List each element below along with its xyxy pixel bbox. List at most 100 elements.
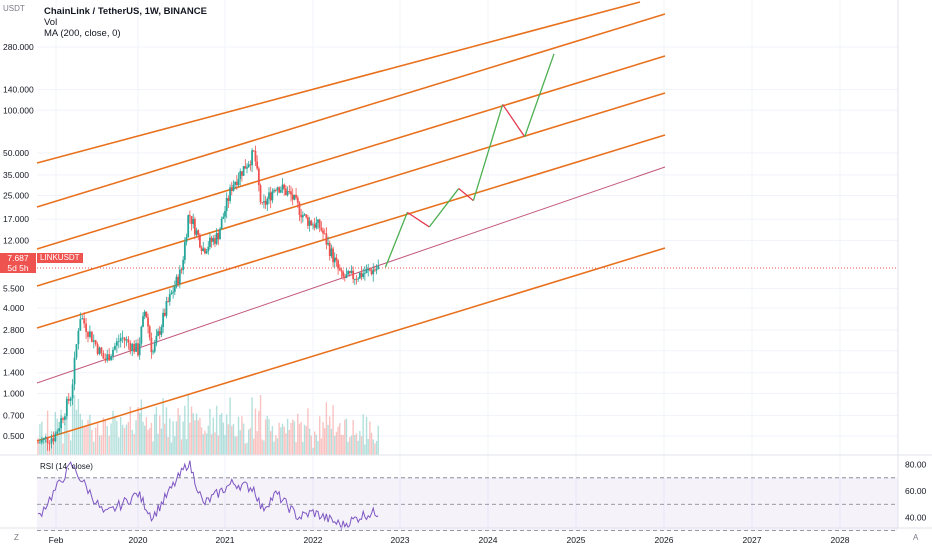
candle-body (222, 216, 225, 219)
volume-bar (273, 441, 275, 455)
volume-bar (372, 439, 374, 455)
candle-body (276, 187, 279, 191)
volume-bar (182, 421, 184, 455)
candle-body (278, 187, 281, 193)
median-line (36, 166, 666, 384)
auto-scale-toggle[interactable]: A (913, 533, 919, 542)
grid-lines (37, 0, 898, 550)
candle-body (108, 354, 111, 361)
time-tick-label: 2027 (743, 535, 762, 545)
volume-bar (175, 421, 178, 455)
candle-body (355, 278, 358, 280)
candle-body (155, 335, 158, 344)
volume-bar (189, 422, 191, 455)
volume-bar (69, 440, 72, 455)
candle-body (219, 229, 221, 240)
time-axis[interactable]: Feb 2020 2021 2022 2023 2024 2025 2026 2027 2028 (0, 527, 932, 545)
price-tick-label: 2.000 (3, 346, 25, 356)
volume-bar (234, 436, 236, 455)
rsi-tick-label: 60.00 (905, 486, 927, 496)
volume-bar (194, 420, 196, 455)
volume-bar (52, 437, 55, 455)
candle-body (81, 318, 84, 320)
candle-body (173, 286, 176, 292)
projection-segment (502, 104, 526, 138)
candle-body (268, 192, 270, 199)
volume-bar (140, 399, 143, 455)
volume-bar (347, 441, 349, 455)
volume-bar (340, 434, 343, 455)
rsi-label[interactable]: RSI (14, close) (40, 462, 93, 471)
candle-body (180, 269, 183, 271)
candle-body (257, 168, 260, 186)
volume-bar (68, 433, 70, 455)
volume-bar (202, 434, 204, 455)
candle-body (350, 270, 353, 274)
candle-body (229, 187, 231, 201)
volume-bar (269, 431, 272, 455)
channel-line-top (36, 1, 641, 164)
candle-body (288, 191, 291, 192)
candle-body (254, 151, 257, 162)
volume-bar (298, 423, 301, 455)
time-tick-label: 2022 (304, 535, 323, 545)
candle-body (301, 215, 304, 218)
volume-bar (91, 429, 93, 455)
volume-bar (352, 420, 354, 455)
candle-body (207, 246, 210, 252)
candle-body (133, 343, 136, 352)
volume-bar (123, 427, 126, 455)
candle-body (345, 274, 348, 278)
volume-bar (145, 417, 148, 455)
candle-body (178, 269, 181, 285)
candle-body (104, 358, 107, 361)
time-tick-label: Feb (49, 535, 64, 545)
candle-body (98, 347, 101, 354)
candle-body (259, 185, 262, 203)
candle-body (249, 164, 252, 166)
candle-body (192, 219, 195, 225)
volume-bar (276, 438, 279, 455)
candle-body (115, 341, 118, 346)
candle-body (42, 438, 45, 440)
candle-body (239, 171, 242, 180)
volume-bar (210, 434, 213, 455)
volume-bar (185, 439, 188, 455)
volume-bar (337, 426, 339, 455)
volume-bar (288, 429, 291, 455)
volume-bar (89, 414, 91, 455)
volume-bar (375, 440, 378, 455)
candle-body (342, 271, 345, 277)
candle-body (135, 343, 137, 352)
candle-body (217, 233, 220, 240)
vol-indicator-label[interactable]: Vol (44, 17, 58, 28)
candle-body (220, 218, 223, 230)
timezone-toggle[interactable]: Z (14, 533, 19, 542)
candle-body (263, 201, 265, 203)
candle-body (52, 438, 55, 442)
volume-bar (106, 426, 108, 455)
volume-bar (377, 425, 379, 455)
candle-body (375, 268, 378, 271)
candle-body (137, 343, 139, 356)
candle-body (54, 433, 57, 442)
volume-bar (209, 408, 211, 455)
volume-bar (200, 427, 203, 455)
candle-body (210, 237, 213, 242)
candle-body (327, 243, 329, 245)
volume-bar (278, 422, 280, 455)
volume-bar (100, 435, 103, 455)
volume-bar (205, 433, 208, 455)
price-axis[interactable]: 280.000 140.000 100.000 50.000 35.000 25.000 1… (3, 0, 899, 528)
rsi-pane: 80.00 60.00 40.00 (0, 454, 932, 532)
volume-bar (71, 395, 74, 455)
volume-bar (266, 416, 269, 455)
candle-body (89, 331, 91, 337)
candle-body (75, 344, 78, 358)
ma-indicator-label[interactable]: MA (200, close, 0) (44, 28, 121, 39)
volume-bar (143, 425, 146, 455)
candle-body (310, 220, 313, 226)
symbol-title[interactable]: ChainLink / TetherUS, 1W, BINANCE (44, 6, 207, 17)
